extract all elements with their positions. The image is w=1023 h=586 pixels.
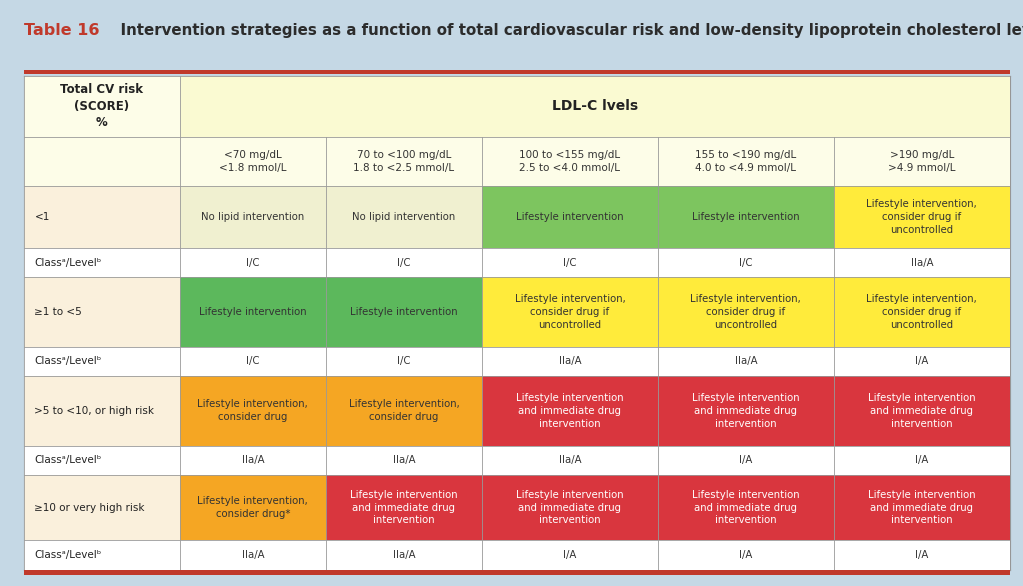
Text: Lifestyle intervention,
consider drug if
uncontrolled: Lifestyle intervention, consider drug if… bbox=[866, 294, 977, 330]
Text: Classᵃ/Levelᵇ: Classᵃ/Levelᵇ bbox=[35, 455, 101, 465]
Text: Lifestyle intervention
and immediate drug
intervention: Lifestyle intervention and immediate dru… bbox=[868, 490, 976, 526]
Text: ≥1 to <5: ≥1 to <5 bbox=[35, 307, 82, 317]
Text: IIa/A: IIa/A bbox=[241, 550, 264, 560]
Text: Classᵃ/Levelᵇ: Classᵃ/Levelᵇ bbox=[35, 550, 101, 560]
Text: Lifestyle intervention
and immediate drug
intervention: Lifestyle intervention and immediate dru… bbox=[350, 490, 457, 526]
Text: >190 mg/dL
>4.9 mmol/L: >190 mg/dL >4.9 mmol/L bbox=[888, 150, 955, 173]
Text: Lifestyle intervention,
consider drug if
uncontrolled: Lifestyle intervention, consider drug if… bbox=[515, 294, 625, 330]
Text: IIa/A: IIa/A bbox=[559, 356, 581, 366]
Text: I/C: I/C bbox=[564, 258, 577, 268]
Text: Lifestyle intervention: Lifestyle intervention bbox=[198, 307, 307, 317]
Text: Lifestyle intervention: Lifestyle intervention bbox=[517, 212, 624, 222]
Text: ≥10 or very high risk: ≥10 or very high risk bbox=[35, 503, 145, 513]
Text: I/A: I/A bbox=[740, 455, 753, 465]
Text: I/C: I/C bbox=[397, 258, 410, 268]
Text: Classᵃ/Levelᵇ: Classᵃ/Levelᵇ bbox=[35, 356, 101, 366]
Text: 100 to <155 mg/dL
2.5 to <4.0 mmol/L: 100 to <155 mg/dL 2.5 to <4.0 mmol/L bbox=[520, 150, 621, 173]
Text: Lifestyle intervention,
consider drug: Lifestyle intervention, consider drug bbox=[197, 400, 308, 423]
Text: Total CV risk
(SCORE)
%: Total CV risk (SCORE) % bbox=[60, 83, 143, 130]
Text: Classᵃ/Levelᵇ: Classᵃ/Levelᵇ bbox=[35, 258, 101, 268]
Text: I/C: I/C bbox=[246, 356, 260, 366]
Text: Table 16: Table 16 bbox=[24, 23, 99, 39]
Text: I/A: I/A bbox=[740, 550, 753, 560]
Text: No lipid intervention: No lipid intervention bbox=[352, 212, 455, 222]
Text: IIa/A: IIa/A bbox=[559, 455, 581, 465]
Text: Lifestyle intervention
and immediate drug
intervention: Lifestyle intervention and immediate dru… bbox=[517, 393, 624, 428]
Text: No lipid intervention: No lipid intervention bbox=[202, 212, 305, 222]
Text: Lifestyle intervention: Lifestyle intervention bbox=[692, 212, 800, 222]
Text: Intervention strategies as a function of total cardiovascular risk and low-densi: Intervention strategies as a function of… bbox=[110, 23, 1023, 39]
Text: Lifestyle intervention,
consider drug if
uncontrolled: Lifestyle intervention, consider drug if… bbox=[691, 294, 801, 330]
Text: I/C: I/C bbox=[739, 258, 753, 268]
Text: I/C: I/C bbox=[246, 258, 260, 268]
Text: 155 to <190 mg/dL
4.0 to <4.9 mmol/L: 155 to <190 mg/dL 4.0 to <4.9 mmol/L bbox=[696, 150, 797, 173]
Text: Lifestyle intervention,
consider drug if
uncontrolled: Lifestyle intervention, consider drug if… bbox=[866, 199, 977, 235]
Text: IIa/A: IIa/A bbox=[393, 550, 415, 560]
Text: I/A: I/A bbox=[916, 356, 929, 366]
Text: LDL-C lvels: LDL-C lvels bbox=[551, 100, 637, 114]
Text: IIa/A: IIa/A bbox=[241, 455, 264, 465]
Text: I/A: I/A bbox=[916, 550, 929, 560]
Text: 70 to <100 mg/dL
1.8 to <2.5 mmol/L: 70 to <100 mg/dL 1.8 to <2.5 mmol/L bbox=[353, 150, 454, 173]
Text: Lifestyle intervention
and immediate drug
intervention: Lifestyle intervention and immediate dru… bbox=[692, 393, 800, 428]
Text: Lifestyle intervention: Lifestyle intervention bbox=[350, 307, 457, 317]
Text: Lifestyle intervention
and immediate drug
intervention: Lifestyle intervention and immediate dru… bbox=[868, 393, 976, 428]
Text: IIa/A: IIa/A bbox=[910, 258, 933, 268]
Text: Lifestyle intervention,
consider drug: Lifestyle intervention, consider drug bbox=[349, 400, 459, 423]
Text: Lifestyle intervention
and immediate drug
intervention: Lifestyle intervention and immediate dru… bbox=[517, 490, 624, 526]
Text: IIa/A: IIa/A bbox=[393, 455, 415, 465]
Text: I/C: I/C bbox=[397, 356, 410, 366]
Text: Lifestyle intervention
and immediate drug
intervention: Lifestyle intervention and immediate dru… bbox=[692, 490, 800, 526]
Text: >5 to <10, or high risk: >5 to <10, or high risk bbox=[35, 406, 154, 416]
Text: I/A: I/A bbox=[916, 455, 929, 465]
Text: <70 mg/dL
<1.8 mmol/L: <70 mg/dL <1.8 mmol/L bbox=[219, 150, 286, 173]
Text: Lifestyle intervention,
consider drug*: Lifestyle intervention, consider drug* bbox=[197, 496, 308, 519]
Text: IIa/A: IIa/A bbox=[735, 356, 757, 366]
Text: <1: <1 bbox=[35, 212, 50, 222]
Text: I/A: I/A bbox=[564, 550, 577, 560]
